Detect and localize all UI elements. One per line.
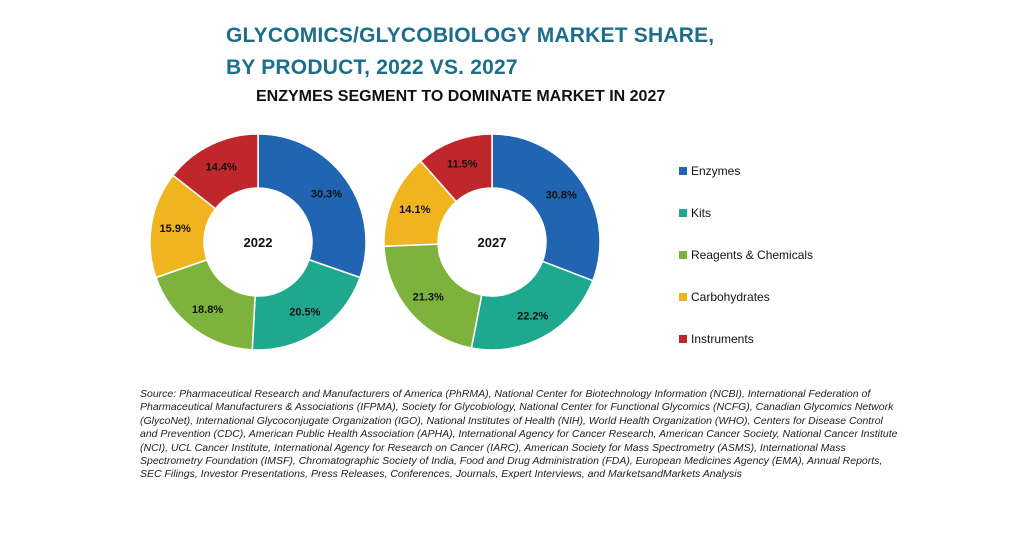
donut-2027: 30.8% 22.2% 21.3% 14.1% 11.5% 2027 bbox=[383, 133, 601, 351]
slice-label-2022-enzymes: 30.3% bbox=[311, 188, 342, 200]
legend-label-carbohydrates: Carbohydrates bbox=[691, 290, 770, 304]
chart-subtitle: ENZYMES SEGMENT TO DOMINATE MARKET IN 20… bbox=[256, 88, 666, 105]
legend-item-carbohydrates: Carbohydrates bbox=[679, 276, 813, 318]
legend-swatch-enzymes bbox=[679, 167, 687, 175]
source-note: Source: Pharmaceutical Research and Manu… bbox=[140, 388, 898, 481]
slice-2027-enzymes bbox=[491, 133, 601, 282]
legend-swatch-instruments bbox=[679, 335, 687, 343]
legend-swatch-reagents-chemicals bbox=[679, 251, 687, 259]
chart-title-line-2: BY PRODUCT, 2022 VS. 2027 bbox=[226, 56, 518, 79]
legend-label-reagents-chemicals: Reagents & Chemicals bbox=[691, 248, 814, 262]
slice-label-2022-instruments: 14.4% bbox=[206, 161, 237, 173]
slice-label-2027-carbohydrates: 14.1% bbox=[399, 204, 430, 216]
donut-2022: 30.3% 20.5% 18.8% 15.9% 14.4% 2022 bbox=[149, 133, 367, 351]
legend-label-enzymes: Enzymes bbox=[691, 164, 741, 178]
slice-label-2022-reagents-chemicals: 18.8% bbox=[192, 304, 223, 316]
donut-center-label-2022: 2022 bbox=[244, 235, 273, 250]
slice-2027-instruments bbox=[419, 133, 493, 203]
chart-title: GLYCOMICS/GLYCOBIOLOGY MARKET SHARE, BY … bbox=[226, 20, 714, 84]
legend-item-reagents-chemicals: Reagents & Chemicals bbox=[679, 234, 813, 276]
slice-label-2027-kits: 22.2% bbox=[517, 310, 548, 322]
legend-swatch-kits bbox=[679, 209, 687, 217]
slice-label-2027-instruments: 11.5% bbox=[447, 158, 478, 170]
slice-label-2022-carbohydrates: 15.9% bbox=[160, 223, 191, 235]
legend-swatch-carbohydrates bbox=[679, 293, 687, 301]
donut-center-label-2027: 2027 bbox=[478, 235, 507, 250]
legend: Enzymes Kits Reagents & Chemicals Carboh… bbox=[679, 150, 813, 360]
slice-2022-enzymes bbox=[257, 133, 367, 279]
slice-2027-reagents-chemicals bbox=[383, 243, 483, 349]
slice-2027-kits bbox=[470, 260, 594, 351]
legend-label-kits: Kits bbox=[691, 206, 712, 220]
legend-item-instruments: Instruments bbox=[679, 318, 813, 360]
legend-item-kits: Kits bbox=[679, 192, 813, 234]
slice-label-2027-enzymes: 30.8% bbox=[546, 189, 577, 201]
legend-item-enzymes: Enzymes bbox=[679, 150, 813, 192]
slice-label-2027-reagents-chemicals: 21.3% bbox=[413, 292, 444, 304]
slice-label-2022-kits: 20.5% bbox=[289, 307, 320, 319]
slice-2022-instruments bbox=[171, 133, 259, 210]
chart-title-line-1: GLYCOMICS/GLYCOBIOLOGY MARKET SHARE, bbox=[226, 24, 715, 47]
legend-label-instruments: Instruments bbox=[691, 332, 754, 346]
slice-2022-kits bbox=[251, 258, 361, 351]
